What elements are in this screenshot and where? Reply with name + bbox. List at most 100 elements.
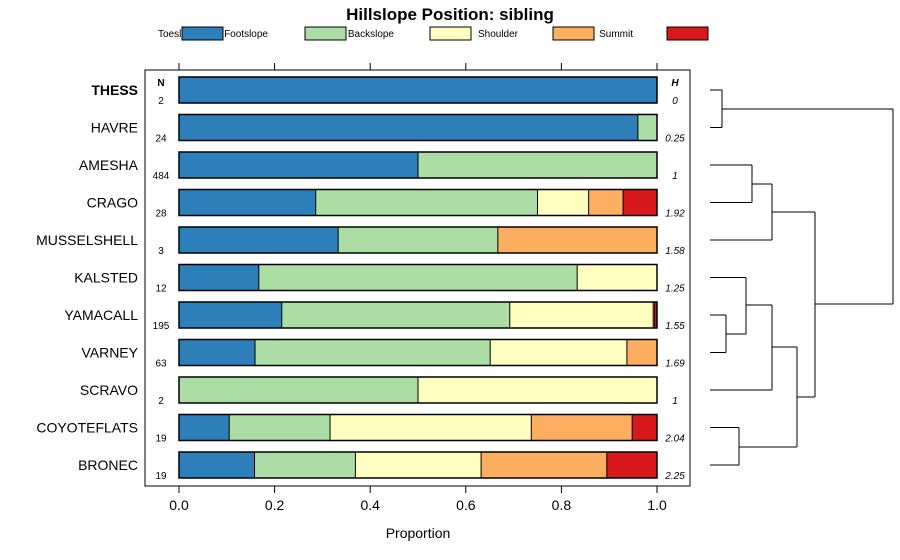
bar-outline-yamacall (178, 301, 658, 329)
bar-segment-musselshell-footslope (338, 227, 498, 253)
dendrogram (710, 89, 894, 466)
bar-outline-kalsted (178, 263, 658, 292)
n-value-coyoteflats: 19 (155, 434, 167, 445)
h-value-yamacall: 1.55 (665, 321, 685, 332)
row-label-coyoteflats: COYOTEFLATS (36, 420, 138, 436)
legend-swatch-shoulder (552, 26, 595, 41)
legend-label-summit: Summit (599, 29, 633, 40)
row-label-yamacall: YAMACALL (64, 307, 138, 323)
bar-segment-thess-toeslope (179, 77, 657, 103)
row-thess: THESS 2 0 (91, 76, 678, 107)
legend-label-footslope: Footslope (224, 29, 268, 40)
bar-segment-scravo-footslope (179, 377, 418, 403)
bar-segment-coyoteflats-toeslope (179, 414, 230, 441)
x-tick-label-5: 1.0 (647, 497, 667, 513)
bar-segment-yamacall-backslope (509, 302, 654, 328)
n-value-amesha: 484 (153, 171, 170, 182)
legend-swatch-toeslope (181, 26, 224, 41)
bar-segment-bronec-summit (606, 452, 657, 478)
bar-segment-kalsted-toeslope (179, 264, 259, 291)
row-label-bronec: BRONEC (78, 457, 138, 473)
h-value-crago: 1.92 (665, 209, 685, 220)
bar-segment-crago-summit (623, 189, 657, 216)
bar-segment-crago-footslope (315, 189, 538, 216)
n-value-thess: 2 (158, 96, 164, 107)
n-column-header: N (157, 78, 164, 89)
legend-label-toeslope: Toeslope (158, 29, 198, 40)
n-value-musselshell: 3 (158, 246, 164, 257)
row-crago: CRAGO 28 1.92 (87, 188, 685, 220)
n-value-yamacall: 195 (153, 321, 170, 332)
row-label-amesha: AMESHA (79, 157, 139, 173)
bar-outline-musselshell (178, 226, 658, 254)
row-amesha: AMESHA 484 1 (79, 151, 678, 182)
row-label-havre: HAVRE (91, 120, 138, 136)
bar-segment-bronec-footslope (254, 452, 356, 478)
h-value-thess: 0 (672, 96, 678, 107)
h-value-havre: 0.25 (665, 134, 685, 145)
row-yamacall: YAMACALL 195 1.55 (64, 301, 685, 332)
bar-segment-varney-footslope (255, 339, 491, 366)
bar-segment-coyoteflats-summit (632, 414, 657, 441)
plot-panel (144, 69, 691, 487)
x-tick-label-1: 0.2 (265, 497, 285, 513)
n-value-scravo: 2 (158, 396, 164, 407)
bar-segment-yamacall-footslope (281, 302, 510, 328)
bar-segment-yamacall-shoulder (653, 302, 655, 328)
bar-segment-coyoteflats-shoulder (531, 414, 633, 441)
row-label-thess: THESS (91, 82, 138, 98)
bar-segment-crago-backslope (537, 189, 589, 216)
row-musselshell: MUSSELSHELL 3 1.58 (36, 226, 685, 257)
bar-outline-scravo (178, 376, 658, 404)
n-value-bronec: 19 (155, 471, 167, 482)
bar-segment-coyoteflats-footslope (229, 414, 331, 441)
bar-segment-scravo-backslope (418, 377, 657, 403)
row-label-crago: CRAGO (87, 195, 138, 211)
row-label-varney: VARNEY (81, 345, 138, 361)
bar-outline-varney (178, 338, 658, 367)
row-varney: VARNEY 63 1.69 (81, 338, 685, 370)
bar-segment-yamacall-summit (654, 302, 657, 328)
h-value-varney: 1.69 (665, 359, 685, 370)
h-value-musselshell: 1.58 (665, 246, 685, 257)
row-scravo: SCRAVO 2 1 (80, 376, 678, 407)
chart-title: Hillslope Position: sibling (346, 5, 554, 24)
legend: Toeslope Footslope Backslope Shoulder Summit (158, 26, 709, 41)
h-value-amesha: 1 (672, 171, 678, 182)
bar-outline-coyoteflats (178, 413, 658, 442)
h-column-header: H (671, 78, 679, 89)
bar-segment-varney-toeslope (179, 339, 256, 366)
h-value-scravo: 1 (672, 396, 678, 407)
bar-segment-musselshell-toeslope (179, 227, 339, 253)
x-tick-label-0: 0.0 (169, 497, 189, 513)
legend-swatch-footslope (304, 26, 347, 41)
x-axis-title: Proportion (386, 525, 451, 541)
bar-segment-varney-backslope (490, 339, 627, 366)
bar-segment-varney-shoulder (626, 339, 657, 366)
bar-segment-kalsted-footslope (258, 264, 578, 291)
h-value-coyoteflats: 2.04 (664, 434, 685, 445)
bar-segment-havre-footslope (637, 114, 657, 141)
x-axis: 0.0 0.2 0.4 0.6 0.8 1.0 (169, 486, 667, 513)
bar-rows: THESS 2 0 HAVRE 24 0.25 AMESHA 484 1 CRAGO 28 1.92 M… (36, 76, 685, 482)
bar-segment-bronec-toeslope (179, 452, 255, 478)
bar-segment-amesha-footslope (418, 152, 657, 178)
n-value-havre: 24 (155, 134, 167, 145)
row-label-scravo: SCRAVO (80, 382, 138, 398)
legend-swatch-backslope (429, 26, 472, 41)
h-value-bronec: 2.25 (664, 471, 685, 482)
bar-segment-crago-toeslope (179, 189, 316, 216)
h-value-kalsted: 1.25 (665, 284, 685, 295)
row-label-kalsted: KALSTED (74, 270, 138, 286)
legend-swatch-summit (666, 26, 709, 41)
x-tick-label-4: 0.8 (552, 497, 572, 513)
bar-segment-kalsted-backslope (577, 264, 657, 291)
x-tick-label-2: 0.4 (360, 497, 380, 513)
row-coyoteflats: COYOTEFLATS 19 2.04 (36, 413, 685, 445)
bar-segment-yamacall-toeslope (179, 302, 282, 328)
bar-segment-bronec-shoulder (481, 452, 607, 478)
bar-segment-coyoteflats-backslope (330, 414, 532, 441)
bar-segment-musselshell-shoulder (497, 227, 657, 253)
bar-outline-bronec (178, 451, 658, 479)
